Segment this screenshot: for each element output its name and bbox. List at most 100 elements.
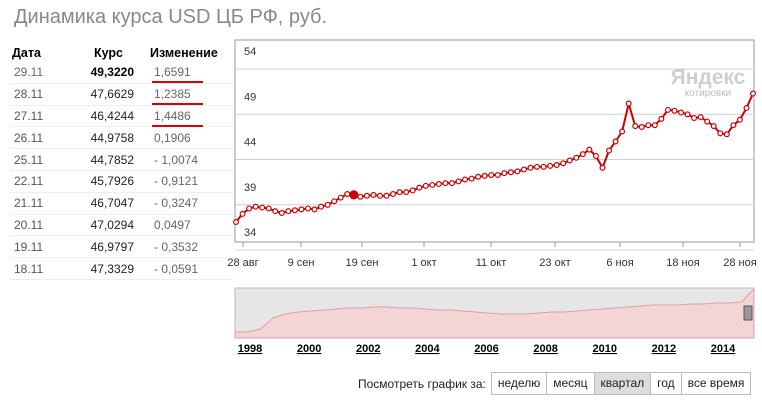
page-title: Динамика курса USD ЦБ РФ, руб. <box>14 6 328 28</box>
y-tick-label: 39 <box>244 182 256 194</box>
row-rate: 47,3329 <box>64 257 146 280</box>
data-point <box>448 180 455 187</box>
data-point <box>619 128 626 135</box>
period-year-button[interactable]: год <box>650 372 682 395</box>
data-point <box>645 122 652 129</box>
row-rate: 47,0294 <box>64 214 146 237</box>
data-point <box>468 175 475 182</box>
navigator-year-label: 2014 <box>711 343 736 355</box>
row-change: 1,6591 <box>146 62 234 84</box>
x-tick-label: 28 ноя <box>723 257 756 269</box>
y-tick-label: 34 <box>244 227 256 239</box>
data-point <box>363 192 370 199</box>
data-point <box>475 173 482 180</box>
data-point <box>239 210 246 217</box>
header-change: Изменение <box>150 46 218 60</box>
row-date: 21.11 <box>10 192 64 215</box>
data-point <box>723 131 730 138</box>
data-point <box>736 116 743 123</box>
row-change: 1,2385 <box>146 83 234 106</box>
period-all-time-button[interactable]: все время <box>680 372 752 395</box>
rates-table: Дата Курс Изменение 29.11 49,3220 1,6591 28… <box>10 44 234 280</box>
data-point <box>383 192 390 199</box>
data-point <box>278 209 285 216</box>
data-point <box>507 169 514 176</box>
row-rate: 44,9758 <box>64 126 146 150</box>
data-point <box>586 146 593 153</box>
row-change: - 0,3247 <box>146 192 234 215</box>
row-change: - 0,9121 <box>146 170 234 193</box>
yandex-quotes-logo: Яндекс котировки <box>670 66 746 99</box>
row-date: 26.11 <box>10 126 64 150</box>
change-value: - 0,0591 <box>154 261 199 276</box>
data-point <box>527 164 534 171</box>
y-tick-label: 54 <box>244 46 256 58</box>
data-point <box>547 162 554 169</box>
row-rate: 46,4244 <box>64 105 146 128</box>
period-week-button[interactable]: неделю <box>490 372 548 395</box>
row-change: 0,1906 <box>146 126 234 150</box>
x-tick-label: 28 авг <box>227 257 258 269</box>
data-point <box>717 130 724 137</box>
change-value: 1,6591 <box>154 65 191 80</box>
row-rate: 46,9797 <box>64 235 146 259</box>
table-row: 20.11 47,0294 0,0497 <box>10 214 234 237</box>
data-point <box>658 115 665 122</box>
row-date: 19.11 <box>10 235 64 259</box>
navigator-year-label: 2000 <box>297 343 321 355</box>
navigator-year-label: 1998 <box>238 343 262 355</box>
x-tick-label: 1 окт <box>411 257 436 269</box>
data-point <box>730 122 737 129</box>
x-tick-label: 11 окт <box>476 257 507 269</box>
row-rate: 47,6629 <box>64 83 146 106</box>
data-point <box>462 176 469 183</box>
change-value: 1,2385 <box>154 87 191 102</box>
y-tick-label: 44 <box>244 137 256 149</box>
period-month-button[interactable]: месяц <box>546 372 595 395</box>
change-underline <box>152 103 203 106</box>
table-row: 27.11 46,4244 1,4486 <box>10 105 234 128</box>
data-point <box>488 171 495 178</box>
table-row: 19.11 46,9797 - 0,3532 <box>10 235 234 259</box>
change-value: - 0,3247 <box>154 196 199 211</box>
data-point <box>304 205 311 212</box>
data-point <box>442 180 449 187</box>
data-point <box>599 164 606 171</box>
navigator-year-label: 2010 <box>593 343 617 355</box>
data-point <box>606 147 613 154</box>
data-point <box>298 206 305 213</box>
row-date: 29.11 <box>10 62 64 84</box>
navigator-year-label: 2002 <box>356 343 380 355</box>
data-point <box>422 182 429 189</box>
change-wrapper: 1,2385 <box>152 87 203 106</box>
navigator-year-label: 2008 <box>533 343 557 355</box>
data-point <box>390 190 397 197</box>
change-underline <box>152 81 203 84</box>
logo-text: Яндекс <box>670 66 746 89</box>
highlighted-data-point <box>349 190 359 200</box>
change-value: 0,0497 <box>154 217 191 232</box>
y-tick-label: 49 <box>244 91 256 103</box>
data-point <box>592 152 599 159</box>
data-point <box>566 157 573 164</box>
row-change: 1,4486 <box>146 105 234 128</box>
navigator-area <box>234 287 755 339</box>
data-point <box>553 162 560 169</box>
data-point <box>514 168 521 175</box>
data-point <box>416 184 423 191</box>
period-quarter-button[interactable]: квартал <box>593 372 652 395</box>
data-point <box>403 189 410 196</box>
rates-body: 29.11 49,3220 1,6591 28.11 47,6629 1,2385 27.1… <box>10 62 234 280</box>
table-row: 29.11 49,3220 1,6591 <box>10 62 234 84</box>
row-date: 18.11 <box>10 257 64 280</box>
change-wrapper: 1,4486 <box>152 109 203 127</box>
data-point <box>357 193 364 200</box>
data-point <box>252 203 259 210</box>
table-row: 25.11 44,7852 - 1,0074 <box>10 148 234 171</box>
data-point <box>691 114 698 121</box>
change-underline <box>152 124 203 127</box>
data-point <box>494 171 501 178</box>
data-point <box>429 181 436 188</box>
data-point <box>435 181 442 188</box>
